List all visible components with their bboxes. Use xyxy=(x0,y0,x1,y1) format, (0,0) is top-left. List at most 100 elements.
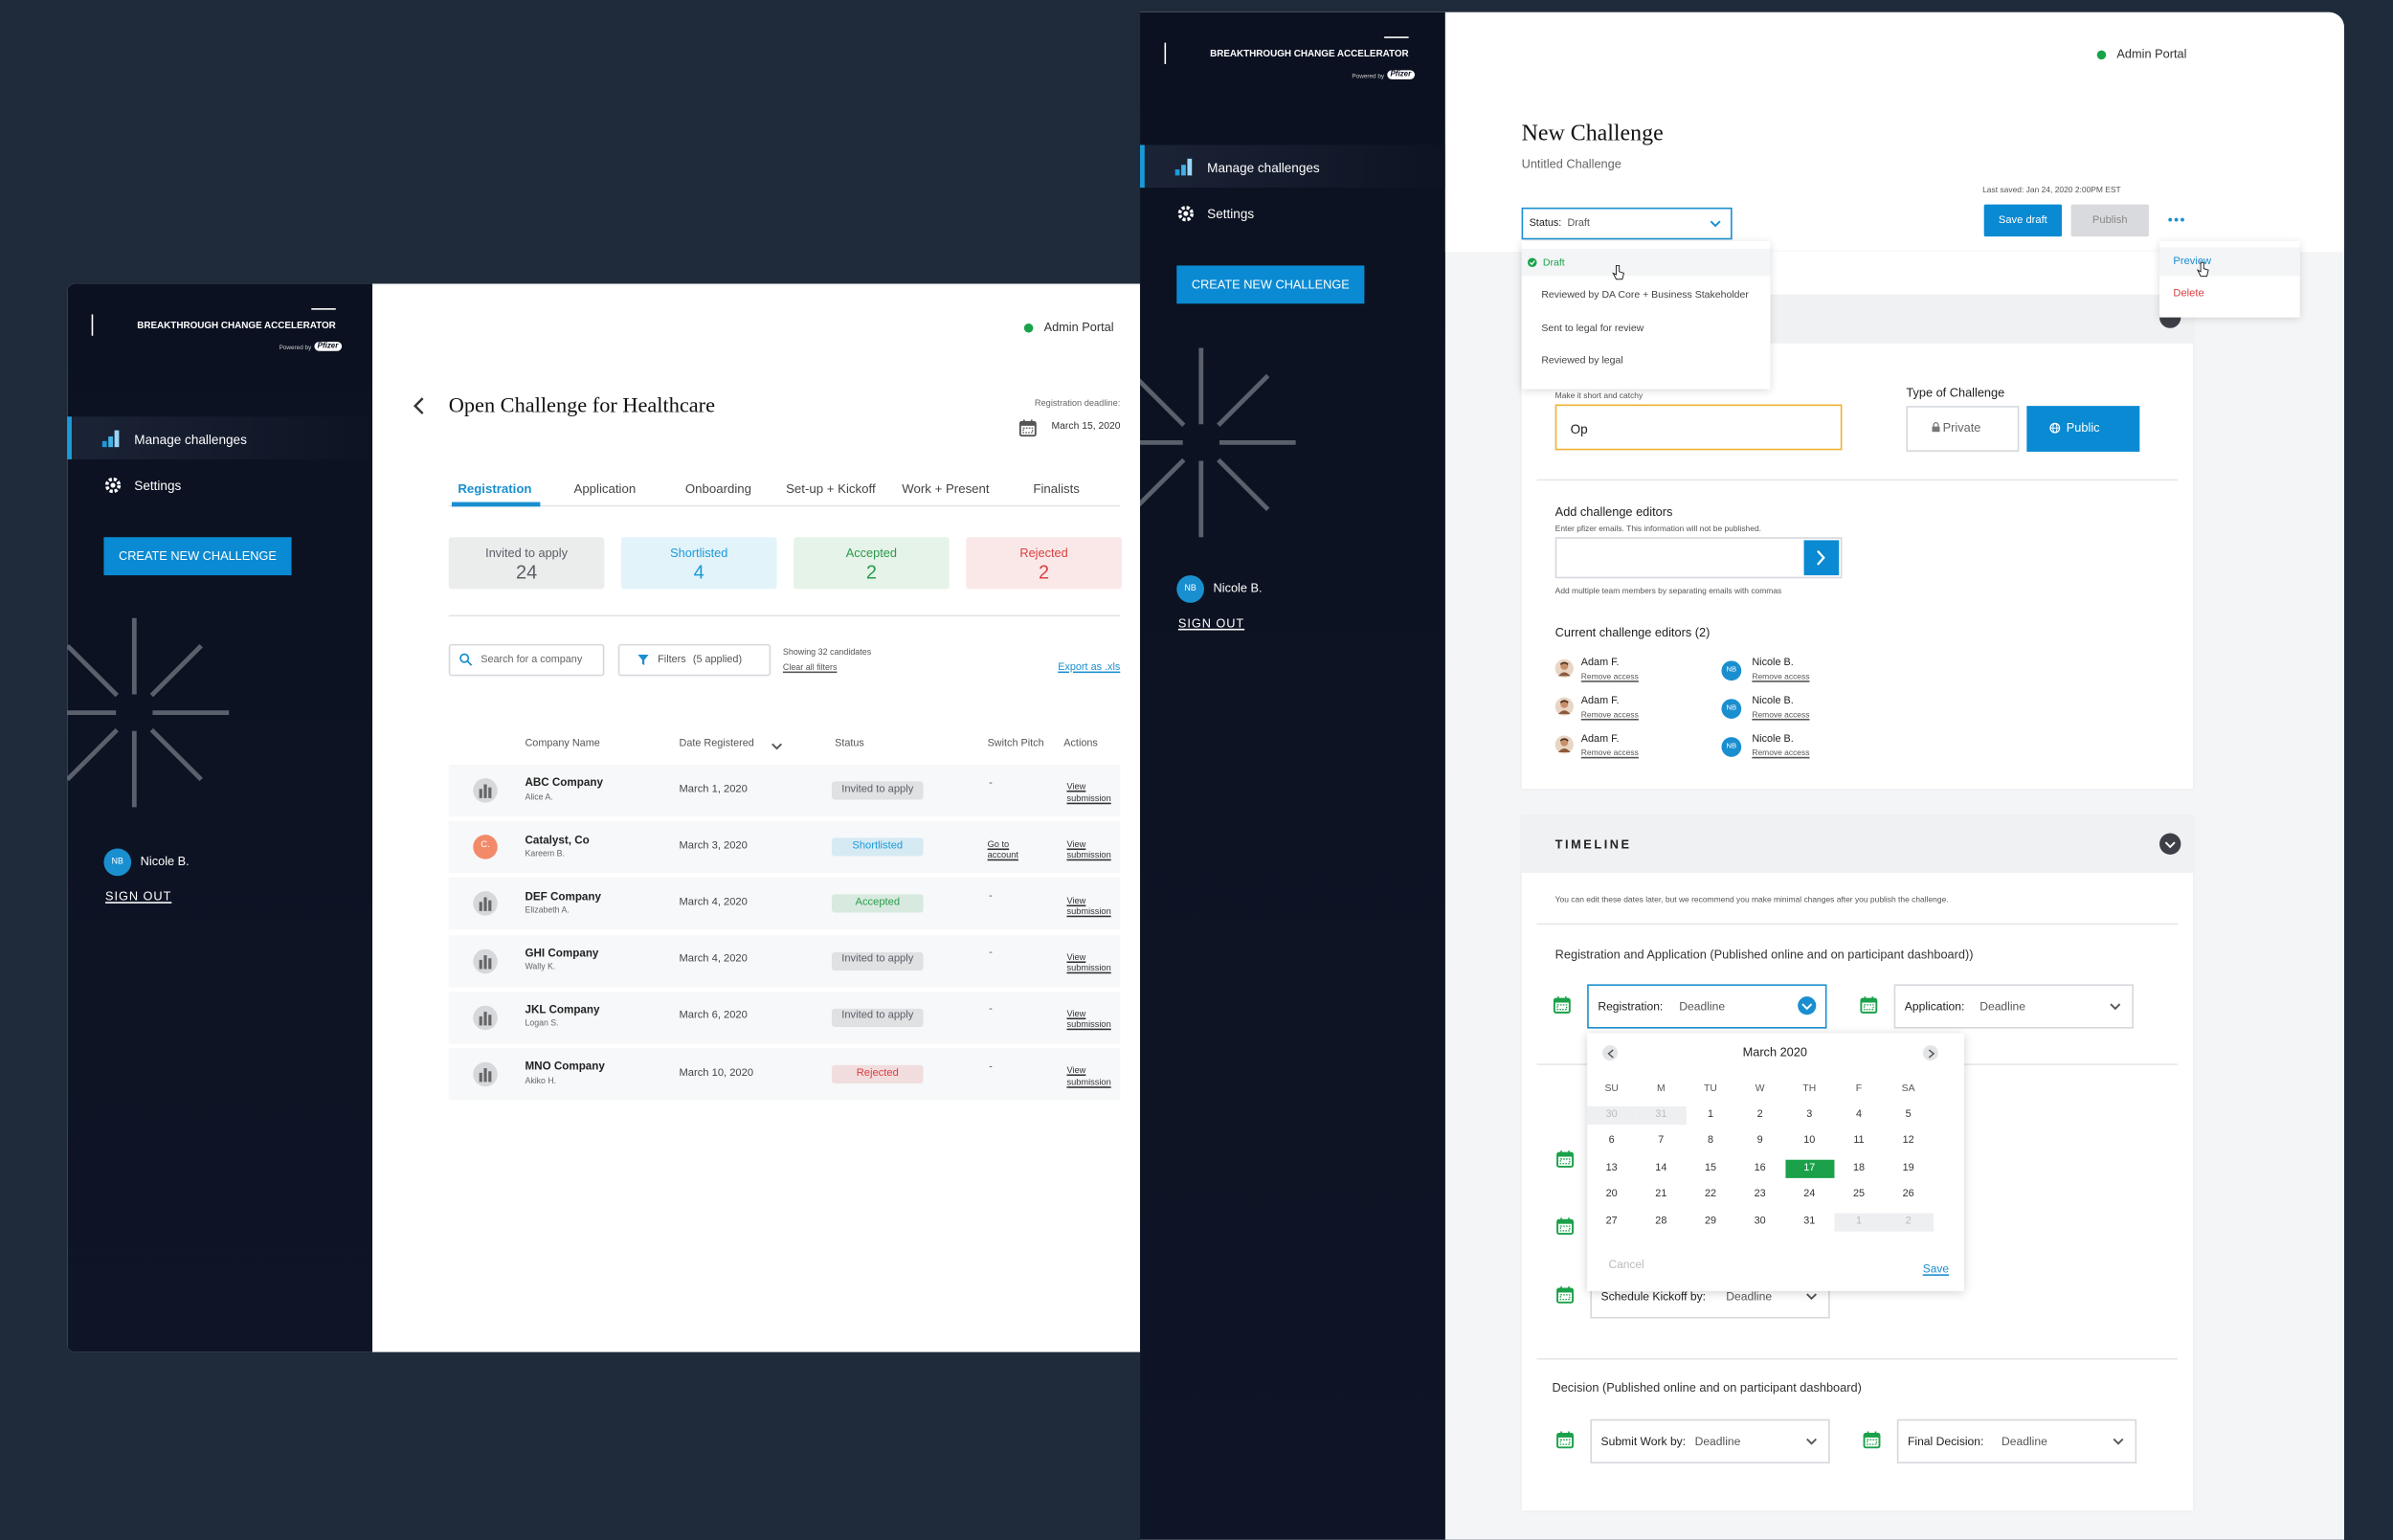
save-button[interactable] xyxy=(1983,204,2063,237)
view-submission[interactable]: View submission xyxy=(1066,1067,1111,1088)
day[interactable]: 31 xyxy=(1803,1216,1816,1227)
day[interactable]: 17 xyxy=(1803,1162,1816,1173)
nav-item[interactable]: Settings xyxy=(1207,205,1255,221)
day[interactable]: 19 xyxy=(1902,1162,1914,1173)
day[interactable]: 4 xyxy=(1855,1108,1862,1120)
day[interactable]: 22 xyxy=(1704,1189,1717,1200)
day[interactable]: 7 xyxy=(1658,1135,1665,1147)
date-field[interactable] xyxy=(1590,1418,1830,1464)
day[interactable]: 2 xyxy=(1756,1108,1763,1120)
day[interactable]: 3 xyxy=(1806,1108,1813,1120)
stat-card[interactable] xyxy=(794,537,950,590)
type-private[interactable] xyxy=(1906,406,2020,452)
divider xyxy=(1536,479,2179,481)
view-submission[interactable]: View submission xyxy=(1066,783,1111,804)
create-button-label[interactable]: CREATE NEW CHALLENGE xyxy=(1191,278,1350,292)
tab[interactable]: Registration xyxy=(458,480,532,496)
remove-access[interactable]: Remove access xyxy=(1580,672,1639,682)
day[interactable]: 8 xyxy=(1707,1135,1714,1147)
tab[interactable]: Set-up + Kickoff xyxy=(786,480,876,496)
status-option[interactable]: Reviewed by DA Core + Business Stakehold… xyxy=(1541,290,1749,301)
day[interactable]: 13 xyxy=(1605,1162,1618,1173)
type-option[interactable]: Private xyxy=(1942,421,1981,435)
company-icon-part xyxy=(483,898,487,912)
tab[interactable]: Work + Present xyxy=(902,480,990,496)
status-option[interactable]: Sent to legal for review xyxy=(1541,323,1644,334)
day[interactable]: 23 xyxy=(1754,1189,1766,1200)
calendar-save[interactable]: Save xyxy=(1922,1262,1950,1277)
day[interactable]: 25 xyxy=(1852,1189,1865,1200)
collapse-button[interactable] xyxy=(2159,833,2181,855)
stat-card[interactable] xyxy=(966,537,1122,590)
view-submission[interactable]: View submission xyxy=(1066,897,1111,918)
clear-filters[interactable]: Clear all filters xyxy=(782,662,838,673)
day[interactable]: 30 xyxy=(1754,1216,1766,1227)
day[interactable]: 27 xyxy=(1605,1216,1618,1227)
day[interactable]: 29 xyxy=(1704,1216,1717,1227)
day[interactable]: 20 xyxy=(1605,1189,1618,1200)
more-option[interactable]: Preview xyxy=(2173,256,2212,267)
stat-card[interactable] xyxy=(620,537,777,590)
calendar-cancel[interactable]: Cancel xyxy=(1608,1258,1644,1272)
day[interactable]: 18 xyxy=(1852,1162,1865,1173)
day[interactable]: 21 xyxy=(1655,1189,1667,1200)
view-submission[interactable]: View submission xyxy=(1066,1010,1111,1031)
type-option[interactable]: Public xyxy=(2066,421,2100,435)
editors-input[interactable] xyxy=(1554,537,1843,579)
filters-box[interactable] xyxy=(617,643,772,677)
create-button[interactable] xyxy=(103,537,292,576)
type-public[interactable] xyxy=(2026,406,2140,452)
next-month[interactable] xyxy=(1922,1045,1938,1061)
day[interactable]: 12 xyxy=(1902,1135,1914,1147)
tab[interactable]: Onboarding xyxy=(684,480,752,496)
nav-active[interactable] xyxy=(1140,145,1445,189)
sign-out[interactable]: SIGN OUT xyxy=(1177,616,1245,631)
more-option[interactable]: Delete xyxy=(2173,287,2204,299)
export[interactable]: Export as .xls xyxy=(1058,661,1121,673)
day[interactable]: 5 xyxy=(1905,1108,1912,1120)
prev-month[interactable] xyxy=(1602,1045,1619,1061)
status-option[interactable]: Reviewed by legal xyxy=(1541,355,1623,367)
name-input[interactable] xyxy=(1554,404,1843,451)
search-box[interactable] xyxy=(448,643,605,677)
nav-item[interactable]: Manage challenges xyxy=(1207,159,1320,175)
create-button-label[interactable]: CREATE NEW CHALLENGE xyxy=(119,549,277,564)
tab[interactable]: Application xyxy=(573,480,637,496)
date-field[interactable] xyxy=(1587,984,1827,1029)
nav-item[interactable]: Manage challenges xyxy=(134,431,247,447)
view-submission[interactable]: View submission xyxy=(1066,839,1111,860)
day[interactable]: 1 xyxy=(1707,1108,1714,1120)
remove-access[interactable]: Remove access xyxy=(1752,672,1810,682)
stat-card[interactable] xyxy=(448,537,605,590)
day[interactable]: 11 xyxy=(1853,1135,1865,1147)
save-button-label[interactable]: Save draft xyxy=(1998,214,2047,226)
remove-access[interactable]: Remove access xyxy=(1580,748,1639,758)
editors-submit[interactable] xyxy=(1803,540,1840,576)
day[interactable]: 15 xyxy=(1704,1162,1717,1173)
remove-access[interactable]: Remove access xyxy=(1752,748,1810,758)
day[interactable]: 10 xyxy=(1803,1135,1816,1147)
tab[interactable]: Finalists xyxy=(1033,480,1080,496)
switch-pitch-link[interactable]: Go to account xyxy=(987,839,1018,860)
date-field[interactable] xyxy=(1896,1418,2137,1464)
nav-item[interactable]: Settings xyxy=(134,477,182,493)
day[interactable]: 6 xyxy=(1608,1135,1615,1147)
day[interactable]: 28 xyxy=(1655,1216,1667,1227)
status-select[interactable] xyxy=(1521,207,1733,240)
sign-out[interactable]: SIGN OUT xyxy=(105,889,172,904)
publish-button[interactable] xyxy=(2070,204,2149,237)
date-field[interactable] xyxy=(1893,984,2134,1029)
view-submission[interactable]: View submission xyxy=(1066,953,1111,974)
day[interactable]: 14 xyxy=(1655,1162,1667,1173)
create-button[interactable] xyxy=(1176,265,1365,304)
day[interactable]: 9 xyxy=(1756,1135,1763,1147)
status-option[interactable]: Draft xyxy=(1542,257,1565,269)
day[interactable]: 16 xyxy=(1754,1162,1766,1173)
day-cell-selected[interactable] xyxy=(1784,1159,1834,1178)
publish-button-label[interactable]: Publish xyxy=(2091,214,2128,226)
remove-access[interactable]: Remove access xyxy=(1580,710,1639,721)
day[interactable]: 24 xyxy=(1803,1189,1816,1200)
timeline-title: TIMELINE xyxy=(1554,837,1632,852)
remove-access[interactable]: Remove access xyxy=(1752,710,1810,721)
day[interactable]: 26 xyxy=(1902,1189,1914,1200)
